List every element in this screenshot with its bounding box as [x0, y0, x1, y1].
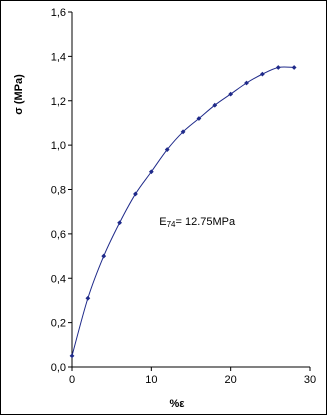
y-tick-label: 0,2 [51, 318, 66, 330]
data-point [196, 116, 202, 121]
y-tick-label: 1,2 [51, 96, 66, 108]
x-axis-label: %ε [169, 398, 185, 410]
y-tick-label: 0,6 [51, 229, 66, 241]
annotation-prefix: E [159, 216, 166, 228]
y-axis-label: σ (MPa) [13, 74, 25, 115]
modulus-annotation: E74= 12.75MPa [159, 216, 236, 229]
y-tick-label: 1,0 [51, 140, 66, 152]
y-tick-label: 0,0 [51, 362, 66, 374]
annotation-subscript: 74 [167, 220, 176, 229]
y-tick-label: 0,4 [51, 273, 66, 285]
x-tick-label: 0 [69, 374, 75, 386]
data-point [164, 147, 170, 152]
data-point [275, 65, 281, 70]
data-point [85, 295, 91, 301]
x-tick-label: 30 [304, 374, 316, 386]
x-tick-labels: 0 10 20 30 [69, 374, 316, 386]
annotation-text: = 12.75MPa [176, 216, 237, 228]
series-line [71, 66, 295, 357]
data-point [148, 169, 154, 175]
series-markers [69, 65, 297, 359]
data-point [101, 253, 107, 259]
x-tick-label: 10 [145, 374, 157, 386]
data-point [244, 80, 249, 86]
data-point [180, 129, 186, 135]
data-point [260, 71, 265, 77]
data-point [212, 102, 218, 108]
y-tick-label: 1,6 [51, 7, 66, 19]
y-tick-labels: 0,0 0,2 0,4 0,6 0,8 1,0 1,2 1,4 1,6 [51, 7, 66, 374]
data-point [69, 353, 75, 359]
axes [68, 11, 311, 371]
x-tick-label: 20 [225, 374, 237, 386]
data-point [228, 91, 234, 97]
y-tick-label: 0,8 [51, 185, 66, 197]
data-point [291, 65, 297, 70]
data-point [117, 220, 122, 226]
data-point [133, 191, 138, 197]
y-tick-label: 1,4 [51, 51, 66, 63]
